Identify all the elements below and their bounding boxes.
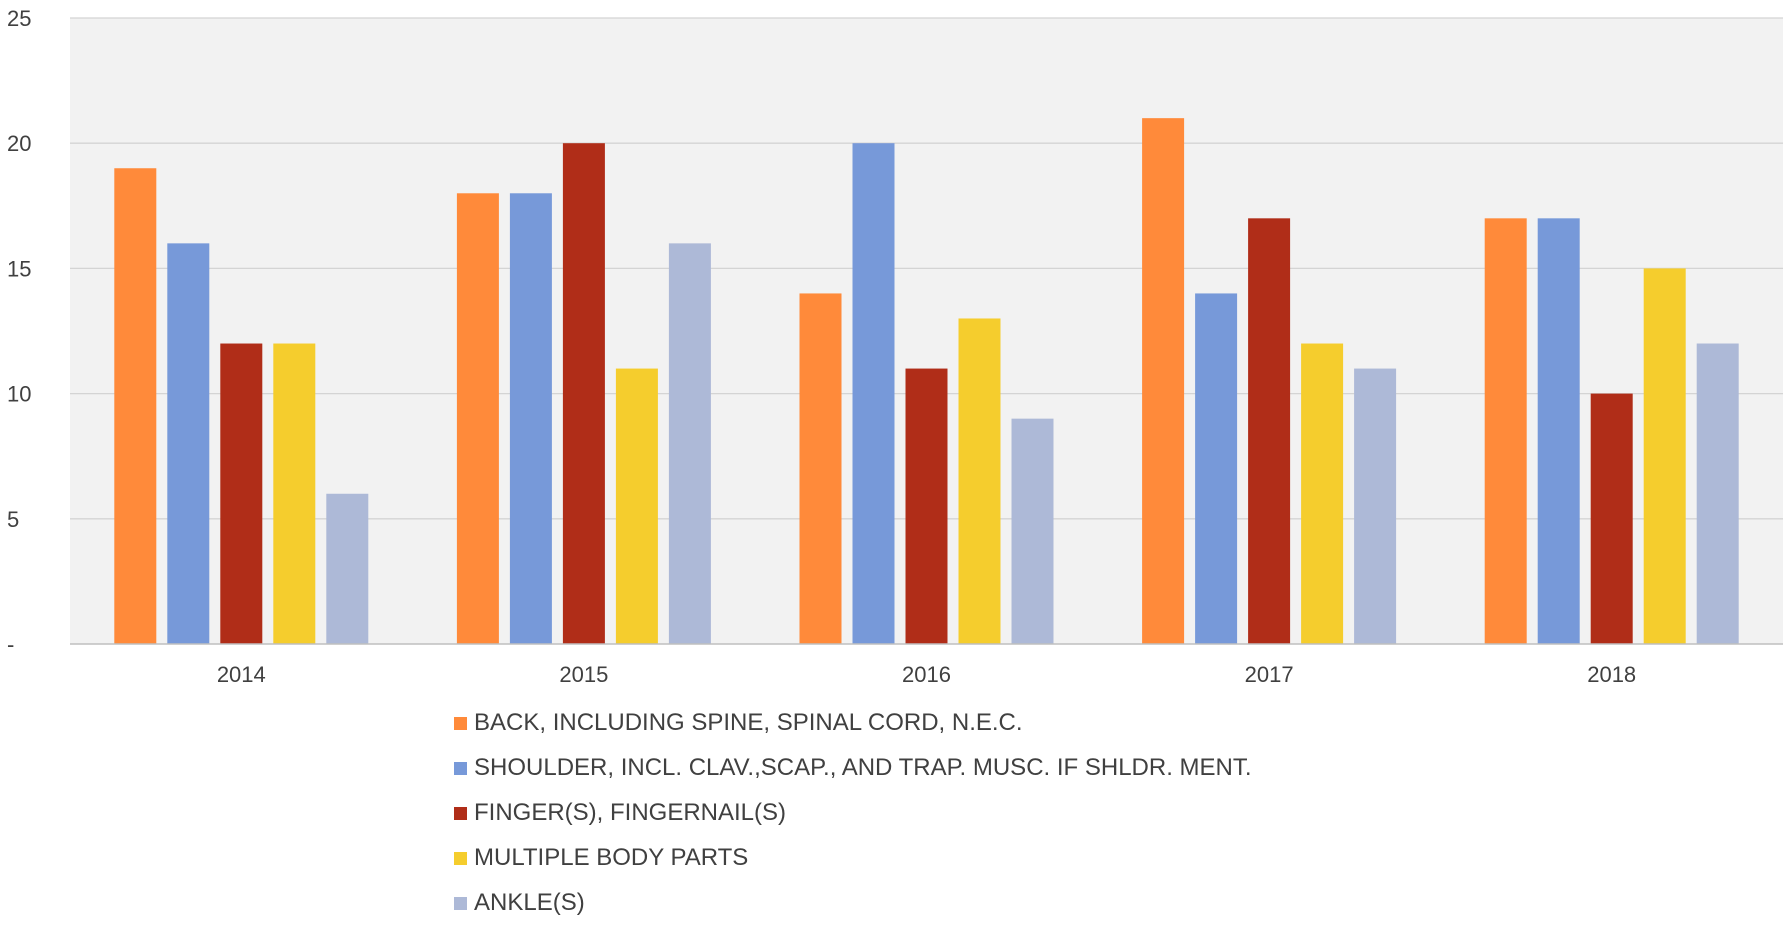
bar [456, 193, 499, 644]
legend-label: FINGER(S), FINGERNAIL(S) [474, 799, 787, 826]
bar [509, 193, 552, 644]
legend-swatch [454, 761, 467, 775]
x-tick-label: 2017 [1245, 662, 1294, 687]
bar [852, 143, 895, 644]
bar [799, 293, 842, 644]
legend-item: BACK, INCLUDING SPINE, SPINAL CORD, N.E.… [454, 706, 1454, 740]
bar [114, 168, 157, 645]
bar [167, 243, 210, 645]
bar [1011, 418, 1054, 644]
bar [1696, 343, 1739, 644]
x-tick-label: 2015 [559, 662, 608, 687]
y-tick-label: 5 [7, 507, 19, 532]
legend-label: MULTIPLE BODY PARTS [474, 844, 749, 871]
bar [220, 343, 263, 644]
legend-label: BACK, INCLUDING SPINE, SPINAL CORD, N.E.… [474, 709, 1023, 736]
legend-swatch [454, 716, 467, 730]
legend-item: SHOULDER, INCL. CLAV.,SCAP., AND TRAP. M… [454, 751, 1454, 785]
y-tick-label: - [7, 632, 14, 657]
legend-label: SHOULDER, INCL. CLAV.,SCAP., AND TRAP. M… [474, 754, 1252, 781]
bar [1643, 268, 1686, 644]
legend-swatch [454, 851, 467, 865]
bar [958, 318, 1001, 644]
bar [1301, 343, 1344, 644]
chart-plot: - 5 10 15 20 25 2014 2015 2016 2017 2018 [7, 6, 1783, 687]
bar [326, 493, 369, 644]
bar [273, 343, 316, 644]
bar [1590, 393, 1633, 644]
legend-swatch [454, 896, 467, 910]
bar [905, 368, 948, 644]
chart-legend: BACK, INCLUDING SPINE, SPINAL CORD, N.E.… [454, 706, 1454, 931]
legend-label: ANKLE(S) [474, 889, 585, 916]
bar [1484, 218, 1527, 644]
bar [562, 143, 605, 644]
y-tick-label: 20 [7, 131, 31, 156]
bar [1537, 218, 1580, 644]
bar [1142, 118, 1185, 644]
x-tick-label: 2014 [217, 662, 266, 687]
bar [1354, 368, 1397, 644]
y-tick-label: 25 [7, 6, 31, 31]
legend-item: MULTIPLE BODY PARTS [454, 841, 1454, 875]
bar [615, 368, 658, 644]
bar [668, 243, 711, 645]
legend-item: FINGER(S), FINGERNAIL(S) [454, 796, 1454, 830]
x-tick-label: 2018 [1587, 662, 1636, 687]
legend-swatch [454, 806, 467, 820]
bar [1195, 293, 1238, 644]
x-tick-label: 2016 [902, 662, 951, 687]
bar [1248, 218, 1291, 644]
y-tick-label: 10 [7, 382, 31, 407]
y-tick-label: 15 [7, 256, 31, 281]
legend-item: ANKLE(S) [454, 886, 1454, 920]
